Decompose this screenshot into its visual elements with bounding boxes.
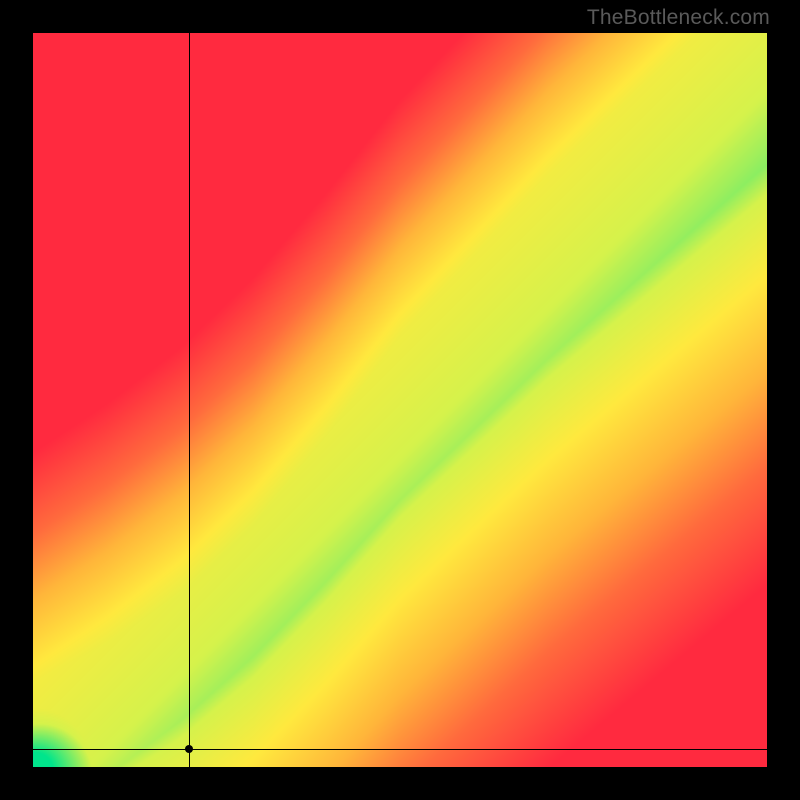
- heatmap-canvas: [33, 33, 767, 767]
- crosshair-marker: [185, 745, 193, 753]
- bottleneck-heatmap: [33, 33, 767, 767]
- crosshair-vertical: [189, 33, 190, 767]
- crosshair-horizontal: [33, 749, 767, 750]
- watermark-text: TheBottleneck.com: [587, 6, 770, 30]
